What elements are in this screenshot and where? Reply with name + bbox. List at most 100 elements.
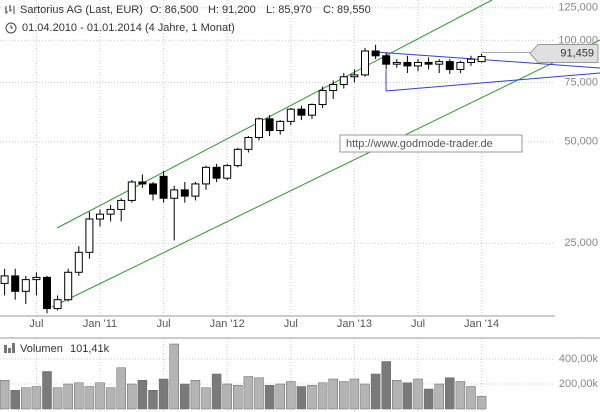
candle-body	[191, 183, 200, 197]
volume-bar	[445, 377, 455, 410]
volume-title: Volumen	[20, 343, 63, 355]
volume-bar	[137, 380, 148, 410]
x-labels: Jul Jan '11 Jul Jan '12 Jul Jan '13 Jul Jan '14	[29, 318, 499, 330]
triangle-upper	[375, 51, 600, 69]
volume-bar	[423, 388, 434, 410]
volume-bar	[148, 390, 158, 410]
volume-bar	[392, 380, 402, 410]
volume-bar	[52, 387, 63, 410]
x-tick-label: Jan '13	[337, 318, 372, 330]
volume-bar	[31, 386, 42, 410]
volume-bar	[339, 381, 349, 410]
high-value: H: 91,200	[208, 4, 256, 16]
candle-body	[424, 61, 433, 65]
volume-header: Volumen 101,41k	[4, 343, 110, 355]
volume-bar	[275, 383, 285, 410]
volume-bar	[21, 387, 31, 410]
volume-bar	[10, 390, 20, 410]
candle-body	[265, 118, 274, 132]
low-value: L: 85,970	[266, 4, 312, 16]
volume-bar	[180, 383, 190, 410]
vol-icon	[12, 343, 15, 353]
close-value: C: 89,550	[323, 4, 371, 16]
candle-body	[212, 166, 221, 179]
vol-icon	[4, 345, 7, 353]
candle-body	[350, 74, 359, 78]
x-tick-label: Jan '11	[83, 318, 117, 330]
volume-bar	[307, 385, 317, 410]
candle-body	[159, 175, 168, 199]
volume-bar	[466, 386, 476, 410]
watermark-box	[339, 134, 523, 153]
volume-bar	[381, 361, 391, 410]
volume-bar	[127, 383, 137, 410]
candle-body	[244, 136, 253, 150]
candle-body	[308, 104, 316, 116]
x-tick-label: Jan '14	[464, 318, 499, 330]
volume-bar	[169, 343, 179, 410]
candle-body	[435, 61, 444, 65]
candle-body	[21, 279, 30, 292]
volume-bar	[370, 373, 381, 410]
candle-icon	[5, 5, 15, 14]
candle-body	[371, 50, 380, 57]
header: Sartorius AG (Last, EUR) O: 86,500 H: 91…	[4, 4, 371, 34]
volume-bar	[222, 383, 232, 410]
x-tick-label: Jul	[411, 318, 425, 330]
candle-body	[180, 189, 189, 197]
last-price-label: 91,459	[560, 47, 594, 59]
volume-bar	[264, 385, 275, 410]
candles	[0, 44, 486, 314]
candle-body	[117, 199, 126, 210]
candle-body	[297, 108, 306, 116]
volume-bar	[74, 382, 84, 410]
y-tick-label: 400,00k	[559, 353, 599, 365]
candle-body	[96, 213, 104, 220]
volume-bar	[95, 382, 105, 410]
candle-body	[361, 50, 369, 76]
candle-body	[382, 55, 391, 65]
volume-bar	[254, 377, 264, 410]
x-tick-label: Jul	[29, 318, 43, 330]
candle-body	[53, 299, 62, 310]
candle-body	[445, 61, 454, 70]
candle-body	[392, 61, 401, 65]
volume-bar	[233, 385, 243, 410]
candle-body	[149, 183, 157, 195]
volume-bar	[105, 387, 116, 410]
candle-body	[0, 275, 9, 284]
candle-body	[233, 148, 242, 167]
y-tick-label: 200,00k	[559, 378, 599, 390]
volume-bar	[84, 386, 95, 410]
candle-body	[276, 120, 285, 132]
candle-body	[74, 251, 83, 273]
watermark: http://www.godmode-trader.de	[346, 138, 493, 150]
last-price-box	[529, 43, 599, 63]
candle-body	[255, 118, 263, 138]
subtitle: 01.04.2010 - 01.01.2014 (4 Jahre, 1 Mona…	[22, 22, 235, 34]
volume-bar	[116, 367, 126, 410]
candle-body	[339, 76, 348, 85]
volume-bar	[402, 382, 413, 410]
candle-body	[64, 271, 73, 301]
volume-bar	[328, 378, 338, 410]
volume-bar	[434, 383, 444, 410]
y-tick-label: 125,000	[558, 2, 598, 14]
y-tick-label: 100,000	[558, 34, 598, 46]
volume-bar	[0, 380, 10, 410]
candle-body	[11, 275, 20, 292]
title: Sartorius AG (Last, EUR)	[20, 4, 143, 16]
candle-body	[223, 165, 232, 179]
x-tick-label: Jul	[157, 318, 171, 330]
volume-bar	[286, 381, 296, 410]
candle-body	[170, 189, 179, 199]
volume-bar	[360, 383, 370, 410]
clock-hands	[10, 25, 13, 29]
candle-body	[318, 90, 327, 106]
candle-body	[85, 218, 94, 253]
volume-bar	[201, 387, 211, 410]
volume-bar	[413, 378, 423, 410]
candle-body	[467, 58, 475, 63]
candle-body	[286, 108, 295, 122]
candle-body	[403, 61, 412, 67]
